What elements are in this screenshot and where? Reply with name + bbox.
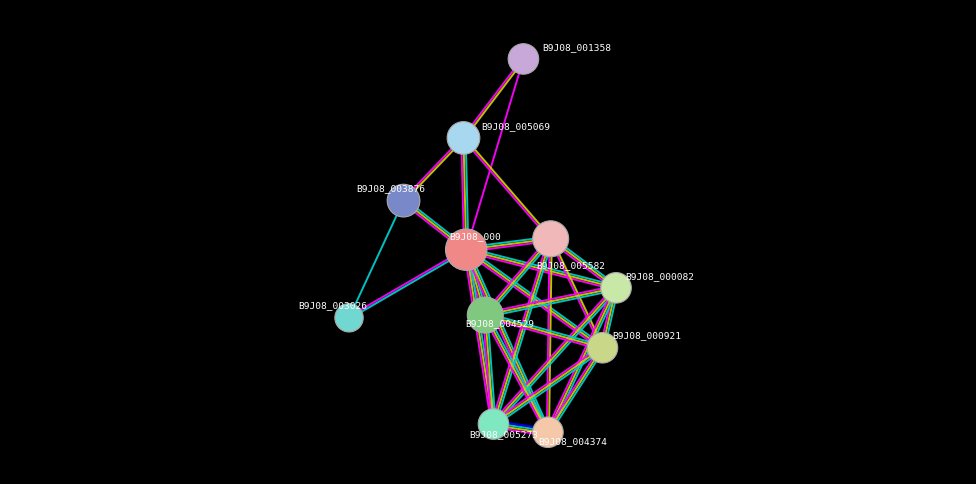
Text: B9J08_004529: B9J08_004529 (466, 318, 534, 327)
Circle shape (335, 304, 363, 333)
Text: B9J08_000921: B9J08_000921 (612, 331, 681, 340)
Text: B9J08_003876: B9J08_003876 (356, 184, 426, 193)
Circle shape (478, 409, 508, 439)
Text: B9J08_004374: B9J08_004374 (538, 437, 607, 445)
Text: B9J08_000: B9J08_000 (449, 232, 501, 241)
Text: B9J08_000082: B9J08_000082 (626, 271, 694, 280)
Circle shape (601, 273, 631, 303)
Text: B9J08_005582: B9J08_005582 (536, 261, 605, 270)
Text: B9J08_001358: B9J08_001358 (543, 43, 612, 52)
Circle shape (588, 333, 618, 363)
Circle shape (445, 229, 487, 271)
Text: B9J08_005069: B9J08_005069 (481, 121, 549, 131)
Circle shape (447, 122, 480, 155)
Circle shape (533, 221, 569, 257)
Text: B9J08_005273: B9J08_005273 (468, 429, 538, 438)
Circle shape (508, 45, 539, 75)
Text: B9J08_003026: B9J08_003026 (299, 301, 367, 310)
Circle shape (387, 185, 420, 217)
Circle shape (533, 417, 563, 448)
Circle shape (468, 298, 504, 333)
